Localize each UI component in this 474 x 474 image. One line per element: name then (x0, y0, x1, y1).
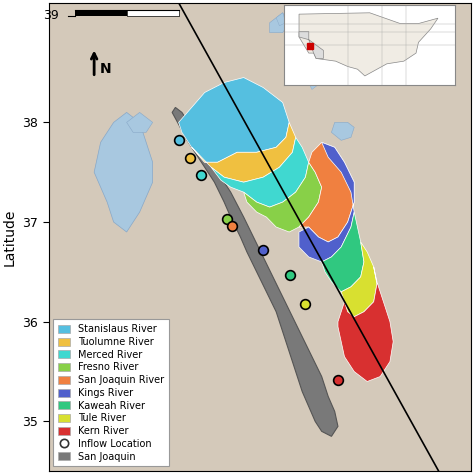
Polygon shape (299, 32, 323, 58)
Polygon shape (299, 142, 354, 242)
Text: N: N (100, 62, 111, 75)
Polygon shape (341, 242, 377, 317)
Polygon shape (276, 13, 286, 26)
Polygon shape (94, 112, 153, 232)
Polygon shape (270, 13, 289, 33)
Polygon shape (127, 112, 153, 132)
Polygon shape (309, 78, 319, 90)
Polygon shape (322, 212, 364, 292)
Polygon shape (299, 142, 354, 262)
Text: 39: 39 (43, 9, 58, 22)
Y-axis label: Latitude: Latitude (3, 208, 17, 266)
Polygon shape (338, 267, 393, 382)
Polygon shape (191, 122, 296, 182)
Polygon shape (331, 122, 354, 140)
Polygon shape (211, 137, 309, 207)
Polygon shape (179, 78, 289, 162)
Legend: Stanislaus River, Tuolumne River, Merced River, Fresno River, San Joaquin River,: Stanislaus River, Tuolumne River, Merced… (54, 319, 169, 466)
Polygon shape (172, 108, 338, 437)
Polygon shape (244, 162, 322, 232)
Polygon shape (289, 58, 302, 73)
Polygon shape (299, 13, 438, 76)
